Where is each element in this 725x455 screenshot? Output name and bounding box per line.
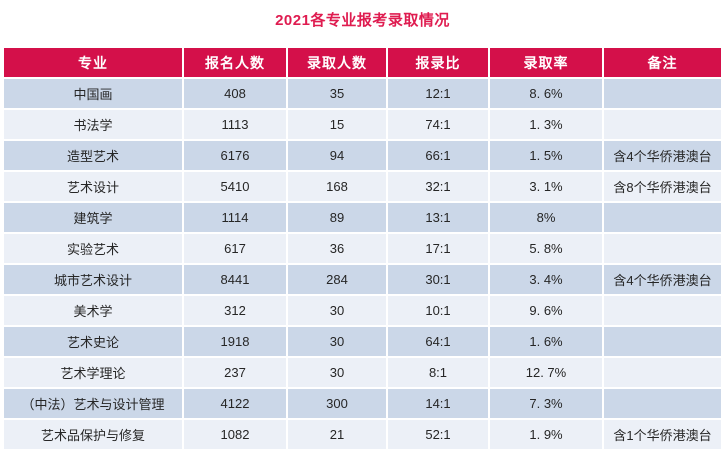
cell-ratio: 13:1	[388, 203, 488, 232]
header-row: 专业 报名人数 录取人数 报录比 录取率 备注	[4, 48, 721, 77]
cell-major: （中法）艺术与设计管理	[4, 389, 182, 418]
cell-notes	[604, 358, 721, 387]
cell-admitted: 168	[288, 172, 386, 201]
cell-admission-rate: 8%	[490, 203, 602, 232]
table-row: 造型艺术 6176 94 66:1 1. 5% 含4个华侨港澳台	[4, 141, 721, 170]
cell-admitted: 89	[288, 203, 386, 232]
cell-notes	[604, 296, 721, 325]
cell-ratio: 52:1	[388, 420, 488, 449]
cell-notes: 含4个华侨港澳台	[604, 265, 721, 294]
header-major: 专业	[4, 48, 182, 77]
cell-applicants: 8441	[184, 265, 286, 294]
page-title: 2021各专业报考录取情况	[275, 12, 450, 29]
cell-applicants: 1918	[184, 327, 286, 356]
cell-notes	[604, 389, 721, 418]
cell-ratio: 74:1	[388, 110, 488, 139]
cell-applicants: 408	[184, 79, 286, 108]
cell-applicants: 1113	[184, 110, 286, 139]
cell-ratio: 66:1	[388, 141, 488, 170]
cell-applicants: 617	[184, 234, 286, 263]
cell-applicants: 1082	[184, 420, 286, 449]
cell-admitted: 30	[288, 327, 386, 356]
cell-major: 艺术品保护与修复	[4, 420, 182, 449]
cell-ratio: 8:1	[388, 358, 488, 387]
cell-major: 建筑学	[4, 203, 182, 232]
table-row: 艺术史论 1918 30 64:1 1. 6%	[4, 327, 721, 356]
cell-ratio: 14:1	[388, 389, 488, 418]
cell-admitted: 300	[288, 389, 386, 418]
table-row: （中法）艺术与设计管理 4122 300 14:1 7. 3%	[4, 389, 721, 418]
header-ratio: 报录比	[388, 48, 488, 77]
cell-admitted: 35	[288, 79, 386, 108]
cell-admitted: 94	[288, 141, 386, 170]
cell-notes	[604, 327, 721, 356]
cell-major: 艺术史论	[4, 327, 182, 356]
cell-applicants: 5410	[184, 172, 286, 201]
cell-major: 艺术学理论	[4, 358, 182, 387]
table-row: 艺术品保护与修复 1082 21 52:1 1. 9% 含1个华侨港澳台	[4, 420, 721, 449]
table-body: 中国画 408 35 12:1 8. 6% 书法学 1113 15 74:1 1. 3% 造型艺术 6…	[4, 79, 721, 449]
cell-notes	[604, 203, 721, 232]
cell-ratio: 30:1	[388, 265, 488, 294]
cell-major: 城市艺术设计	[4, 265, 182, 294]
cell-major: 艺术设计	[4, 172, 182, 201]
cell-admission-rate: 1. 9%	[490, 420, 602, 449]
cell-major: 实验艺术	[4, 234, 182, 263]
cell-ratio: 64:1	[388, 327, 488, 356]
cell-applicants: 237	[184, 358, 286, 387]
cell-admitted: 15	[288, 110, 386, 139]
cell-notes: 含1个华侨港澳台	[604, 420, 721, 449]
cell-admitted: 30	[288, 296, 386, 325]
cell-admitted: 36	[288, 234, 386, 263]
table-row: 艺术设计 5410 168 32:1 3. 1% 含8个华侨港澳台	[4, 172, 721, 201]
table-header: 专业 报名人数 录取人数 报录比 录取率 备注	[4, 48, 721, 77]
table-row: 城市艺术设计 8441 284 30:1 3. 4% 含4个华侨港澳台	[4, 265, 721, 294]
cell-ratio: 32:1	[388, 172, 488, 201]
cell-admitted: 21	[288, 420, 386, 449]
cell-major: 中国画	[4, 79, 182, 108]
admissions-table: 专业 报名人数 录取人数 报录比 录取率 备注 中国画 408 35 12:1 8. 6…	[2, 46, 723, 451]
cell-admission-rate: 12. 7%	[490, 358, 602, 387]
table-row: 艺术学理论 237 30 8:1 12. 7%	[4, 358, 721, 387]
cell-applicants: 4122	[184, 389, 286, 418]
table-row: 实验艺术 617 36 17:1 5. 8%	[4, 234, 721, 263]
cell-ratio: 12:1	[388, 79, 488, 108]
cell-notes	[604, 234, 721, 263]
cell-admission-rate: 3. 1%	[490, 172, 602, 201]
cell-notes	[604, 110, 721, 139]
cell-ratio: 17:1	[388, 234, 488, 263]
table-row: 中国画 408 35 12:1 8. 6%	[4, 79, 721, 108]
cell-notes: 含8个华侨港澳台	[604, 172, 721, 201]
cell-major: 书法学	[4, 110, 182, 139]
cell-admitted: 284	[288, 265, 386, 294]
cell-admission-rate: 1. 3%	[490, 110, 602, 139]
cell-admitted: 30	[288, 358, 386, 387]
cell-admission-rate: 7. 3%	[490, 389, 602, 418]
table-row: 美术学 312 30 10:1 9. 6%	[4, 296, 721, 325]
header-admission-rate: 录取率	[490, 48, 602, 77]
cell-ratio: 10:1	[388, 296, 488, 325]
cell-major: 美术学	[4, 296, 182, 325]
header-applicants: 报名人数	[184, 48, 286, 77]
cell-admission-rate: 8. 6%	[490, 79, 602, 108]
cell-admission-rate: 9. 6%	[490, 296, 602, 325]
header-notes: 备注	[604, 48, 721, 77]
cell-notes: 含4个华侨港澳台	[604, 141, 721, 170]
cell-admission-rate: 1. 6%	[490, 327, 602, 356]
table-row: 建筑学 1114 89 13:1 8%	[4, 203, 721, 232]
cell-applicants: 6176	[184, 141, 286, 170]
cell-major: 造型艺术	[4, 141, 182, 170]
cell-admission-rate: 1. 5%	[490, 141, 602, 170]
header-admitted: 录取人数	[288, 48, 386, 77]
cell-applicants: 312	[184, 296, 286, 325]
cell-notes	[604, 79, 721, 108]
cell-admission-rate: 3. 4%	[490, 265, 602, 294]
cell-applicants: 1114	[184, 203, 286, 232]
cell-admission-rate: 5. 8%	[490, 234, 602, 263]
table-row: 书法学 1113 15 74:1 1. 3%	[4, 110, 721, 139]
